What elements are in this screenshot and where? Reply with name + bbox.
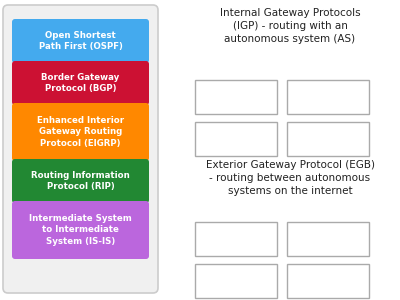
FancyBboxPatch shape bbox=[12, 61, 149, 105]
Text: Border Gateway
Protocol (BGP): Border Gateway Protocol (BGP) bbox=[41, 73, 120, 93]
FancyBboxPatch shape bbox=[12, 103, 149, 161]
FancyBboxPatch shape bbox=[3, 5, 158, 293]
Bar bbox=[287, 122, 369, 156]
Bar bbox=[287, 264, 369, 298]
Bar bbox=[287, 80, 369, 114]
Text: Exterior Gateway Protocol (EGB)
- routing between autonomous
systems on the inte: Exterior Gateway Protocol (EGB) - routin… bbox=[206, 160, 374, 196]
Text: Routing Information
Protocol (RIP): Routing Information Protocol (RIP) bbox=[31, 171, 130, 191]
Bar bbox=[195, 122, 277, 156]
Bar bbox=[195, 264, 277, 298]
Text: Open Shortest
Path First (OSPF): Open Shortest Path First (OSPF) bbox=[38, 31, 122, 51]
FancyBboxPatch shape bbox=[12, 159, 149, 203]
Bar bbox=[195, 222, 277, 256]
Bar bbox=[287, 222, 369, 256]
FancyBboxPatch shape bbox=[12, 19, 149, 63]
Text: Enhanced Interior
Gateway Routing
Protocol (EIGRP): Enhanced Interior Gateway Routing Protoc… bbox=[37, 116, 124, 148]
Bar bbox=[195, 80, 277, 114]
Text: Intermediate System
to Intermediate
System (IS-IS): Intermediate System to Intermediate Syst… bbox=[29, 214, 132, 246]
Text: Internal Gateway Protocols
(IGP) - routing with an
autonomous system (AS): Internal Gateway Protocols (IGP) - routi… bbox=[220, 8, 360, 44]
FancyBboxPatch shape bbox=[12, 201, 149, 259]
